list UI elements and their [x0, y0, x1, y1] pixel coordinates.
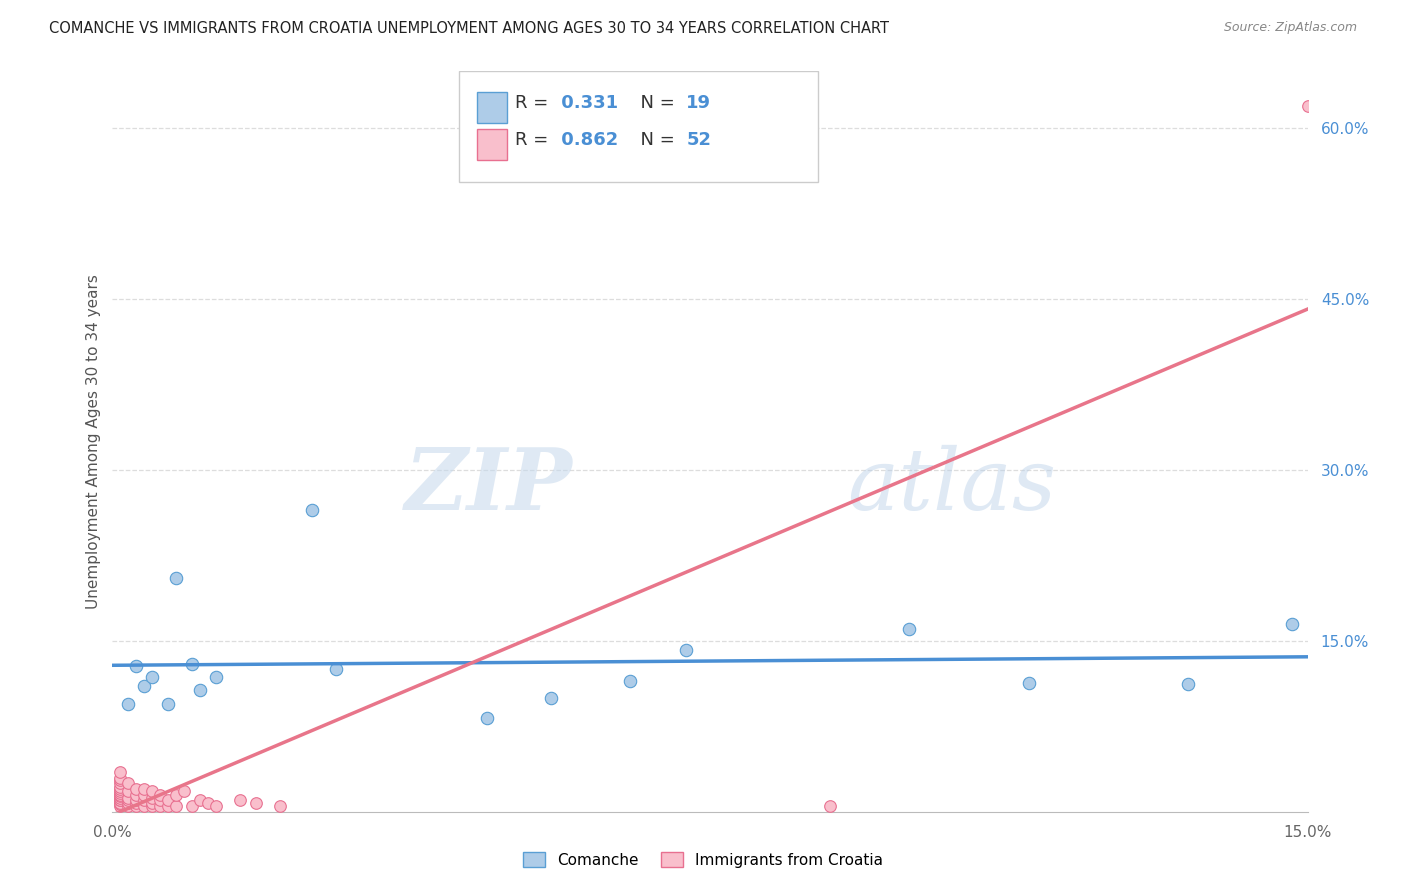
- Point: [188, 793, 211, 807]
- Point: [141, 784, 163, 798]
- Point: [818, 799, 841, 814]
- Point: [110, 796, 132, 810]
- FancyBboxPatch shape: [458, 71, 818, 183]
- Point: [197, 796, 219, 810]
- Point: [110, 793, 132, 807]
- Point: [110, 764, 132, 779]
- Point: [134, 799, 156, 814]
- Point: [125, 796, 148, 810]
- Point: [475, 711, 498, 725]
- Point: [117, 799, 139, 814]
- Point: [898, 623, 921, 637]
- Point: [117, 796, 139, 810]
- Point: [110, 791, 132, 805]
- Text: Source: ZipAtlas.com: Source: ZipAtlas.com: [1223, 21, 1357, 35]
- Point: [269, 799, 291, 814]
- Text: 0.862: 0.862: [554, 131, 617, 149]
- Point: [110, 771, 132, 785]
- Point: [110, 799, 132, 814]
- Point: [619, 673, 641, 688]
- Point: [149, 788, 172, 802]
- Point: [229, 793, 252, 807]
- Text: 0.331: 0.331: [554, 95, 617, 112]
- Point: [110, 784, 132, 798]
- Point: [188, 682, 211, 697]
- Point: [173, 784, 195, 798]
- Point: [110, 788, 132, 802]
- Point: [110, 789, 132, 803]
- Point: [110, 776, 132, 790]
- Text: 19: 19: [686, 95, 711, 112]
- Point: [1018, 676, 1040, 690]
- Point: [157, 793, 180, 807]
- Text: N =: N =: [628, 131, 681, 149]
- Point: [1281, 616, 1303, 631]
- FancyBboxPatch shape: [477, 92, 508, 123]
- Point: [125, 793, 148, 807]
- Point: [141, 791, 163, 805]
- Y-axis label: Unemployment Among Ages 30 to 34 years: Unemployment Among Ages 30 to 34 years: [86, 274, 101, 609]
- Point: [245, 796, 267, 810]
- Point: [540, 690, 562, 705]
- Point: [125, 781, 148, 796]
- Point: [117, 776, 139, 790]
- Point: [125, 788, 148, 802]
- Point: [157, 697, 180, 711]
- Point: [165, 571, 187, 585]
- Point: [325, 662, 347, 676]
- Point: [157, 799, 180, 814]
- FancyBboxPatch shape: [477, 129, 508, 161]
- Text: 52: 52: [686, 131, 711, 149]
- Point: [181, 657, 204, 671]
- Point: [149, 799, 172, 814]
- Text: ZIP: ZIP: [405, 444, 572, 528]
- Point: [117, 697, 139, 711]
- Point: [165, 788, 187, 802]
- Point: [181, 799, 204, 814]
- Point: [165, 799, 187, 814]
- Point: [205, 670, 228, 684]
- Point: [125, 659, 148, 673]
- Point: [1177, 677, 1199, 691]
- Point: [110, 772, 132, 787]
- Point: [301, 503, 323, 517]
- Point: [141, 796, 163, 810]
- Point: [134, 781, 156, 796]
- Text: R =: R =: [515, 95, 554, 112]
- Legend: Comanche, Immigrants from Croatia: Comanche, Immigrants from Croatia: [517, 846, 889, 873]
- Point: [134, 788, 156, 802]
- Point: [125, 799, 148, 814]
- Point: [675, 643, 697, 657]
- Point: [110, 797, 132, 811]
- Point: [110, 787, 132, 801]
- Point: [117, 791, 139, 805]
- Point: [134, 793, 156, 807]
- Point: [117, 793, 139, 807]
- Text: N =: N =: [628, 95, 681, 112]
- Point: [110, 781, 132, 796]
- Point: [141, 670, 163, 684]
- Point: [117, 784, 139, 798]
- Text: R =: R =: [515, 131, 554, 149]
- Point: [110, 793, 132, 807]
- Point: [134, 680, 156, 694]
- Point: [110, 780, 132, 794]
- Point: [141, 799, 163, 814]
- Text: COMANCHE VS IMMIGRANTS FROM CROATIA UNEMPLOYMENT AMONG AGES 30 TO 34 YEARS CORRE: COMANCHE VS IMMIGRANTS FROM CROATIA UNEM…: [49, 21, 889, 37]
- Point: [149, 793, 172, 807]
- Point: [205, 799, 228, 814]
- Text: atlas: atlas: [848, 444, 1056, 527]
- Point: [1296, 98, 1319, 112]
